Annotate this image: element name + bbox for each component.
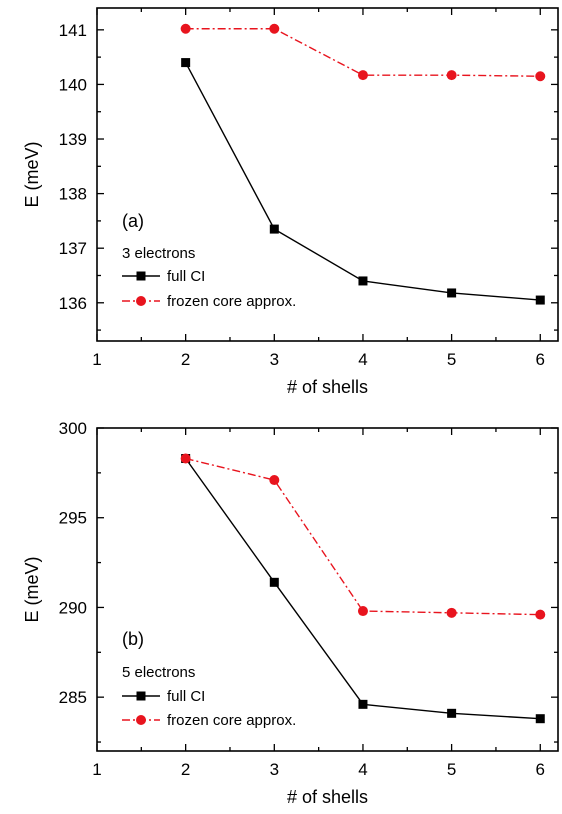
data-point-frozen-core: [535, 609, 546, 620]
x-tick-label: 5: [447, 350, 456, 369]
panel-label: (b): [122, 629, 144, 649]
data-point-frozen-core: [269, 23, 280, 34]
series-line-full-ci: [185, 62, 541, 301]
y-tick-label: 137: [59, 239, 87, 258]
data-point-frozen-core: [180, 23, 191, 34]
legend-marker-full-ci: [136, 271, 146, 281]
series-line-frozen-core: [185, 28, 541, 77]
x-axis-label: # of shells: [287, 377, 368, 397]
data-point-frozen-core: [357, 70, 368, 81]
legend-label-full-ci: full CI: [167, 688, 205, 705]
plot-frame: [96, 427, 559, 752]
x-tick-label: 2: [181, 760, 190, 779]
data-point-full-ci: [535, 714, 545, 724]
series-line-frozen-core: [185, 457, 541, 616]
y-tick-label: 300: [59, 419, 87, 438]
x-tick-label: 1: [92, 350, 101, 369]
data-point-full-ci: [447, 708, 457, 718]
data-point-frozen-core: [269, 475, 280, 486]
data-point-full-ci: [358, 699, 368, 709]
data-point-full-ci: [535, 295, 545, 305]
data-point-full-ci: [269, 224, 279, 234]
x-tick-label: 3: [270, 760, 279, 779]
y-axis-label: E (meV): [22, 556, 42, 622]
data-point-frozen-core: [446, 607, 457, 618]
data-point-frozen-core: [446, 70, 457, 81]
legend-label-frozen-core: frozen core approx.: [167, 712, 296, 729]
legend-label-frozen-core: frozen core approx.: [167, 293, 296, 310]
x-tick-label: 5: [447, 760, 456, 779]
x-axis-label: # of shells: [287, 787, 368, 807]
y-tick-label: 139: [59, 130, 87, 149]
y-tick-label: 141: [59, 21, 87, 40]
x-tick-label: 6: [536, 350, 545, 369]
panel-label: (a): [122, 211, 144, 231]
data-point-full-ci: [181, 58, 191, 68]
y-tick-label: 138: [59, 185, 87, 204]
data-point-frozen-core: [535, 71, 546, 82]
y-tick-label: 140: [59, 75, 87, 94]
y-tick-label: 285: [59, 688, 87, 707]
legend-marker-frozen-core: [136, 715, 146, 725]
data-point-full-ci: [447, 288, 457, 298]
x-tick-label: 4: [358, 350, 367, 369]
x-tick-label: 1: [92, 760, 101, 779]
x-tick-label: 3: [270, 350, 279, 369]
data-point-frozen-core: [180, 453, 191, 464]
panel-a: 1 2 3 4 5 6 136 137 138 139 140 141 # of shells E (me…: [22, 7, 559, 397]
legend-label-full-ci: full CI: [167, 268, 205, 285]
legend-marker-full-ci: [136, 691, 146, 701]
legend-title: 3 electrons: [122, 245, 195, 262]
y-tick-label: 290: [59, 598, 87, 617]
series-line-full-ci: [185, 458, 541, 720]
x-tick-label: 6: [536, 760, 545, 779]
y-tick-label: 295: [59, 509, 87, 528]
y-tick-label: 136: [59, 294, 87, 313]
data-point-full-ci: [269, 577, 279, 587]
panel-b: 1 2 3 4 5 6 285 290 295 300 # of shells E (meV) (b) 5…: [22, 419, 559, 807]
y-axis-label: E (meV): [22, 141, 42, 207]
plot-frame: [96, 7, 559, 342]
legend-title: 5 electrons: [122, 664, 195, 681]
data-point-frozen-core: [357, 606, 368, 617]
x-tick-label: 2: [181, 350, 190, 369]
legend-marker-frozen-core: [136, 296, 146, 306]
data-point-full-ci: [358, 276, 368, 286]
x-tick-label: 4: [358, 760, 367, 779]
